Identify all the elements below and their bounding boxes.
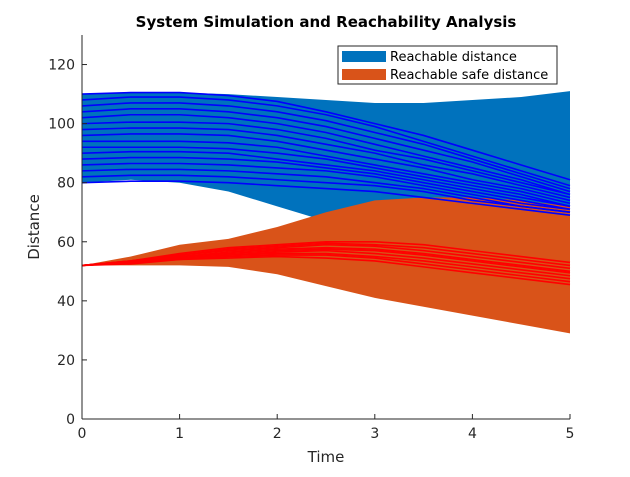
distance-trajectory — [82, 146, 571, 208]
legend-swatch-reachable-safe-distance — [342, 69, 386, 80]
band-reachable-safe-distance — [82, 197, 570, 334]
distance-trajectory — [81, 180, 571, 216]
distance-trajectory — [81, 102, 571, 190]
y-tick-label: 100 — [48, 117, 75, 133]
legend-label-reachable-distance: Reachable distance — [390, 50, 517, 65]
distance-trajectory — [81, 121, 571, 196]
safe-distance-trajectory — [81, 252, 571, 280]
distance-trajectory — [82, 140, 571, 205]
x-tick-label: 2 — [273, 426, 282, 442]
distance-trajectory — [81, 162, 571, 211]
distance-trajectory — [81, 127, 571, 199]
distance-trajectory — [81, 91, 571, 181]
y-tick-label: 120 — [48, 58, 75, 74]
safe-distance-trajectory — [81, 243, 571, 270]
y-tick-label: 20 — [57, 353, 75, 369]
chart-title: System Simulation and Reachability Analy… — [136, 13, 517, 31]
legend: Reachable distance Reachable safe distan… — [337, 45, 558, 85]
legend-swatch-reachable-distance — [342, 51, 386, 62]
distance-trajectory — [81, 96, 571, 187]
y-tick-label: 0 — [66, 412, 75, 428]
safe-distance-trajectory — [81, 240, 571, 267]
distance-trajectory — [81, 108, 571, 193]
safe-distance-trajectory — [81, 248, 571, 274]
distance-trajectory — [81, 168, 571, 214]
y-tick-label: 80 — [57, 176, 75, 192]
safe-distance-trajectory — [81, 255, 571, 286]
x-tick-label: 0 — [78, 426, 87, 442]
x-axis-label: Time — [307, 448, 345, 466]
distance-trajectory — [81, 156, 571, 211]
x-tick-label: 5 — [566, 426, 575, 442]
y-tick-label: 60 — [57, 235, 75, 251]
y-tick-label: 40 — [57, 294, 75, 310]
y-axis-label: Distance — [25, 194, 43, 260]
axes-layer: 0 1 2 3 4 5 0 20 40 60 80 100 120 — [48, 35, 574, 442]
x-tick-label: 1 — [175, 426, 184, 442]
x-tick-label: 4 — [468, 426, 477, 442]
legend-label-reachable-safe-distance: Reachable safe distance — [390, 68, 548, 83]
distance-trajectory — [81, 150, 571, 208]
distance-trajectory — [81, 113, 571, 196]
x-tick-label: 3 — [370, 426, 379, 442]
trajectories-layer — [81, 91, 571, 286]
distance-trajectory — [81, 174, 571, 214]
distance-trajectory — [81, 133, 571, 202]
